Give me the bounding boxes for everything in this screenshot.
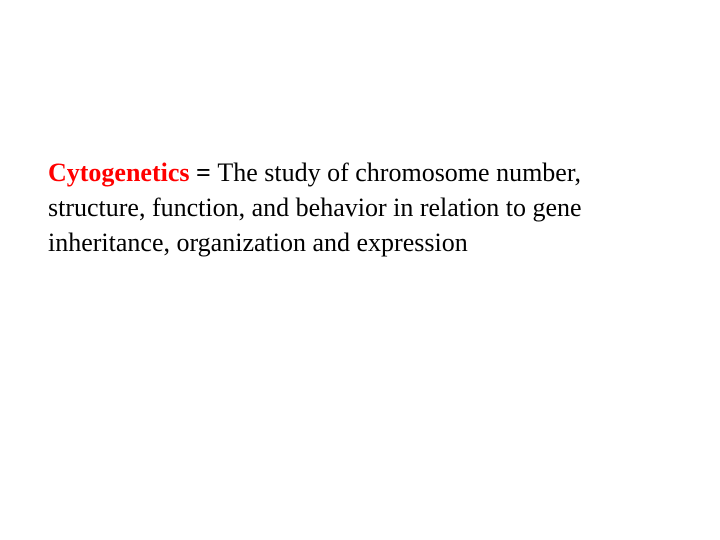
definition-block: Cytogenetics = The study of chromosome n…: [48, 155, 680, 260]
equals-sign: =: [190, 158, 218, 187]
term-text: Cytogenetics: [48, 158, 190, 187]
